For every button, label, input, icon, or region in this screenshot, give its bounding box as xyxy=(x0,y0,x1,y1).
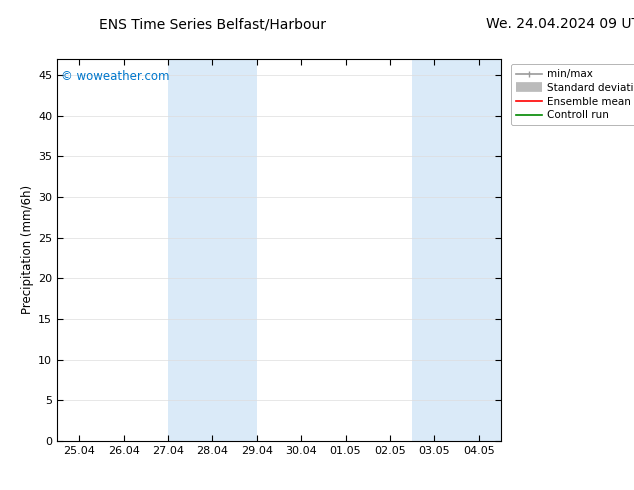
Bar xyxy=(168,59,257,441)
Bar xyxy=(412,59,501,441)
Text: © woweather.com: © woweather.com xyxy=(61,70,170,83)
Legend: min/max, Standard deviation, Ensemble mean run, Controll run: min/max, Standard deviation, Ensemble me… xyxy=(510,64,634,125)
Text: ENS Time Series Belfast/Harbour: ENS Time Series Belfast/Harbour xyxy=(99,17,326,31)
Text: We. 24.04.2024 09 UTC: We. 24.04.2024 09 UTC xyxy=(486,17,634,31)
Y-axis label: Precipitation (mm/6h): Precipitation (mm/6h) xyxy=(21,185,34,315)
